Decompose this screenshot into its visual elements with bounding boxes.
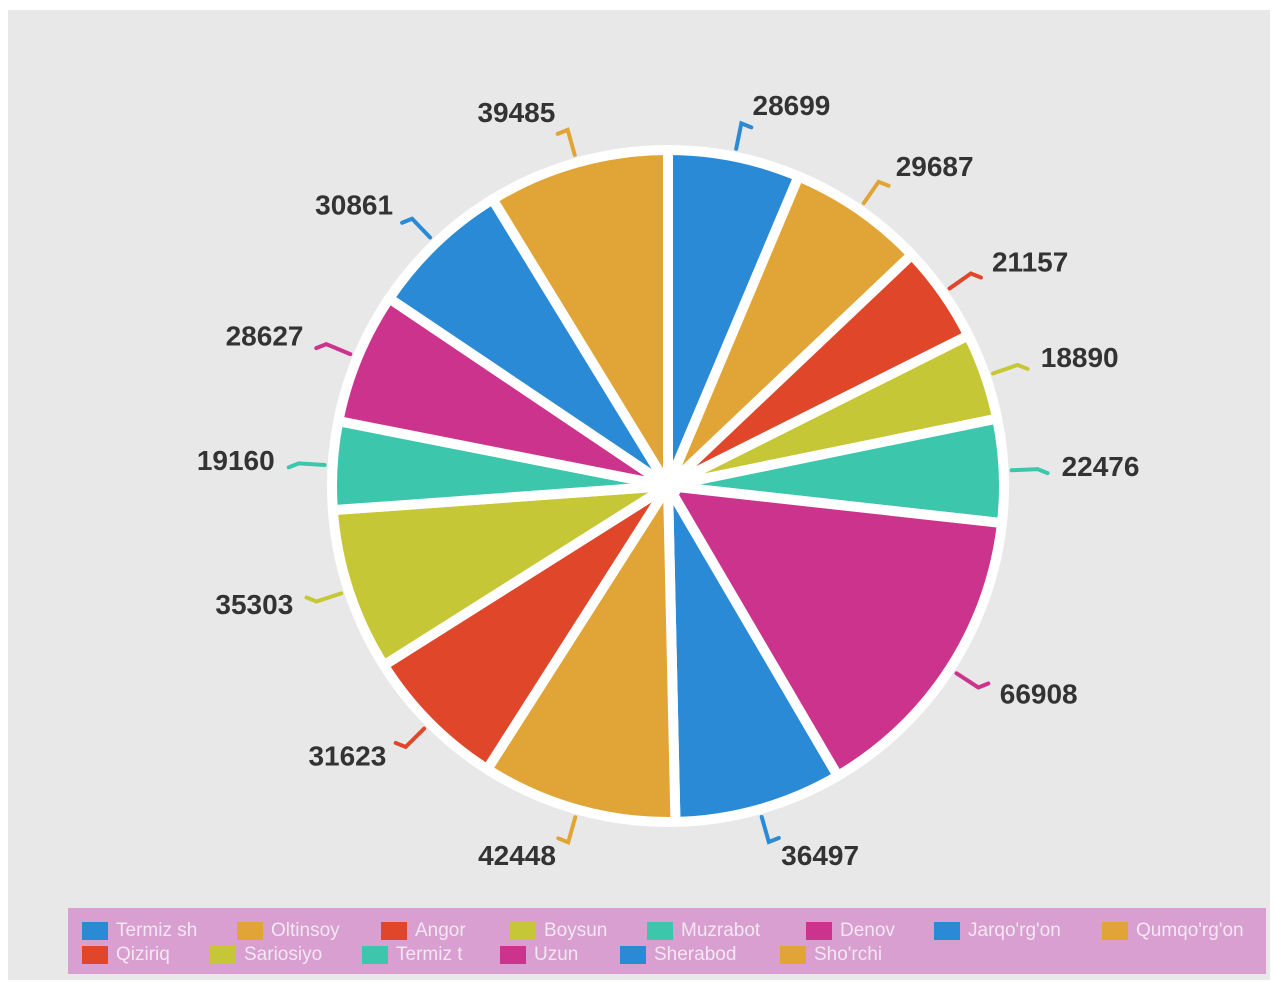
legend-swatch [82, 922, 108, 940]
leader-line [1009, 467, 1050, 476]
value-label: 42448 [478, 840, 556, 871]
legend-label: Termiz sh [116, 920, 197, 941]
legend-label: Sho'rchi [814, 944, 882, 965]
slice [487, 145, 673, 491]
leader-line [400, 216, 433, 240]
leader-line [393, 726, 427, 750]
slice [482, 481, 681, 827]
legend-swatch [1102, 922, 1128, 940]
slice [378, 481, 673, 775]
leader-line [991, 362, 1030, 376]
leader-line [861, 179, 891, 206]
leader-line [759, 814, 781, 845]
value-label: 66908 [1000, 679, 1078, 710]
leader-line [314, 341, 353, 357]
value-label: 19160 [197, 445, 275, 476]
legend-swatch [647, 922, 673, 940]
legend-swatch [510, 922, 536, 940]
value-label: 21157 [992, 247, 1068, 278]
legend-label: Oltinsoy [271, 920, 340, 941]
value-label: 22476 [1062, 451, 1140, 482]
legend-swatch [210, 946, 236, 964]
legend-label: Termiz t [396, 944, 463, 965]
value-label: 29687 [896, 151, 974, 182]
value-label: 31623 [308, 741, 386, 772]
value-label: 30861 [315, 190, 393, 221]
legend-swatch [806, 922, 832, 940]
legend-swatch [381, 922, 407, 940]
leader-line [556, 815, 578, 845]
legend-swatch [362, 946, 388, 964]
legend-label: Sariosiyo [244, 944, 322, 965]
leader-line [304, 591, 344, 604]
leader-line [555, 127, 577, 157]
legend-label: Angor [415, 920, 466, 941]
value-label: 28699 [753, 90, 831, 121]
value-label: 35303 [215, 589, 293, 620]
legend-swatch [620, 946, 646, 964]
slice [663, 481, 1007, 781]
legend-label: Qiziriq [116, 944, 170, 965]
legend-label: Uzun [534, 944, 578, 965]
legend-swatch [780, 946, 806, 964]
legend-label: Boysun [544, 920, 607, 941]
legend-label: Jarqo'rg'on [968, 920, 1061, 941]
legend-swatch [934, 922, 960, 940]
center [654, 472, 682, 500]
legend-box [68, 908, 1266, 974]
legend-swatch [237, 922, 263, 940]
value-label: 18890 [1041, 342, 1119, 373]
legend-label: Sherabod [654, 944, 736, 965]
leader-line [734, 120, 754, 151]
legend-label: Muzrabot [681, 920, 761, 941]
legend-swatch [82, 946, 108, 964]
leader-line [954, 671, 991, 690]
value-label: 36497 [781, 840, 859, 871]
slice [327, 481, 673, 671]
value-label: 28627 [226, 320, 304, 351]
leader-line [286, 461, 327, 470]
legend-swatch [500, 946, 526, 964]
slice [663, 481, 843, 827]
legend-label: Qumqo'rg'on [1136, 920, 1244, 941]
leader-line [947, 271, 983, 291]
legend-label: Denov [840, 920, 895, 941]
value-label: 39485 [477, 97, 555, 128]
